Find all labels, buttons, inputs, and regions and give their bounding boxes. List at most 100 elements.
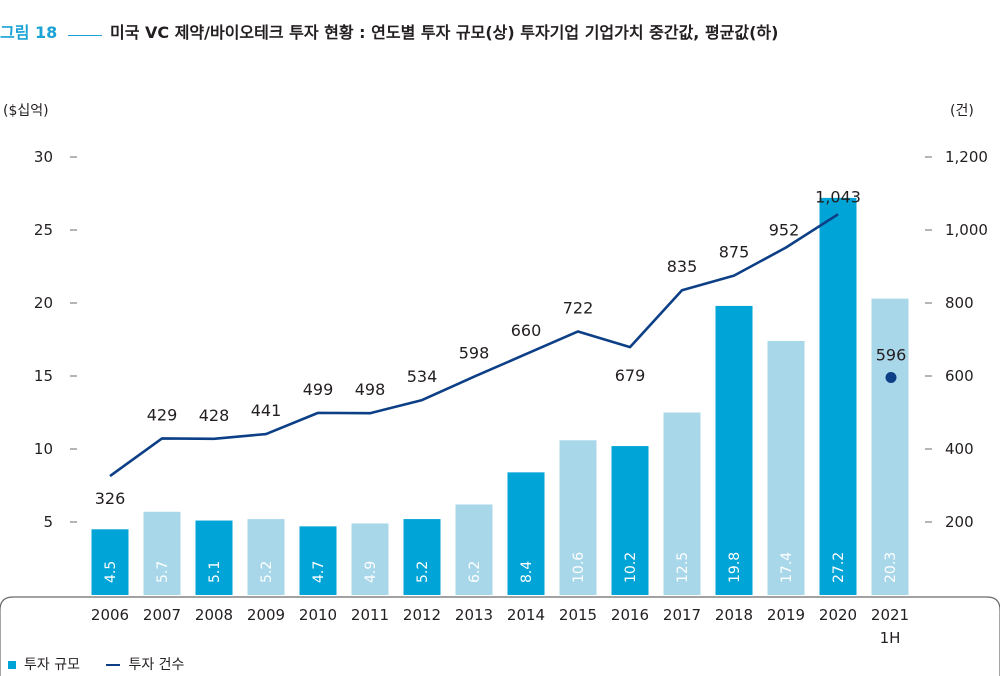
bar-value-label: 19.8 bbox=[727, 552, 743, 583]
line-point-2021-1h bbox=[885, 371, 897, 383]
line-value-label: 835 bbox=[667, 257, 698, 276]
line-value-label: 1,043 bbox=[815, 187, 861, 206]
y-tick-left-label: 30 bbox=[34, 148, 53, 166]
bar bbox=[663, 412, 701, 595]
bar bbox=[871, 298, 909, 595]
bar-value-labels: 4.5 5.7 5.1 5.2 4.7 4.9 5.2 6.2 8.4 10.6 10.2 12.5 1… bbox=[103, 552, 899, 583]
bar-value-label: 27.2 bbox=[831, 552, 847, 583]
line-value-label: 722 bbox=[563, 298, 594, 317]
x-tick-label: 2006 bbox=[91, 606, 129, 624]
line-value-label: 534 bbox=[407, 367, 438, 386]
bar-value-label: 8.4 bbox=[519, 561, 535, 583]
bar bbox=[247, 519, 285, 595]
x-tick-label: 2011 bbox=[351, 606, 389, 624]
figure-number: 그림 18 bbox=[0, 23, 58, 42]
x-tick-label: 2010 bbox=[299, 606, 337, 624]
x-tick-label: 2009 bbox=[247, 606, 285, 624]
x-tick-label: 2015 bbox=[559, 606, 597, 624]
y-axis-left: 5 10 15 20 25 30 bbox=[34, 148, 77, 531]
legend-swatch-line bbox=[106, 664, 121, 666]
y-tick-right-label: 800 bbox=[945, 294, 974, 312]
line-path bbox=[109, 213, 839, 478]
y-tick-left-label: 15 bbox=[34, 367, 53, 385]
x-tick-label: 2020 bbox=[819, 606, 857, 624]
bottom-frame bbox=[0, 596, 1000, 676]
bar bbox=[819, 197, 857, 595]
line-value-label: 660 bbox=[511, 321, 542, 340]
x-tick-label: 1H bbox=[880, 629, 901, 647]
x-tick-label: 2017 bbox=[663, 606, 701, 624]
bar bbox=[403, 519, 441, 595]
bar-value-label: 17.4 bbox=[779, 552, 795, 583]
line-value-label: 598 bbox=[459, 344, 490, 363]
line-value-label: 326 bbox=[95, 489, 126, 508]
legend-label-line: 투자 건수 bbox=[128, 657, 185, 673]
bar bbox=[143, 511, 181, 595]
y-tick-right-label: 600 bbox=[945, 367, 974, 385]
x-tick-label: 2007 bbox=[143, 606, 181, 624]
bar-value-label: 6.2 bbox=[467, 561, 483, 583]
bar bbox=[455, 504, 493, 595]
y-tick-left-label: 10 bbox=[34, 440, 53, 458]
bar bbox=[507, 472, 545, 595]
bar bbox=[351, 523, 389, 595]
figure-rule bbox=[68, 35, 102, 36]
line-value-label-2021-1h: 596 bbox=[876, 345, 907, 364]
chart-title: 미국 VC 제약/바이오테크 투자 현황 : 연도별 투자 규모(상) 투자기업… bbox=[110, 23, 779, 42]
bar-value-label: 4.7 bbox=[311, 561, 327, 583]
bar-value-label: 12.5 bbox=[675, 552, 691, 583]
y-tick-right-label: 1,000 bbox=[945, 221, 988, 239]
bar-series bbox=[91, 197, 909, 595]
line-value-label: 952 bbox=[769, 221, 800, 240]
bar-value-label: 5.2 bbox=[415, 561, 431, 583]
x-tick-label: 2021 bbox=[871, 606, 909, 624]
bar-value-label: 20.3 bbox=[883, 552, 899, 583]
bar-value-label: 5.2 bbox=[259, 561, 275, 583]
legend-item-bar: 투자 규모 bbox=[8, 654, 80, 674]
bar bbox=[767, 340, 805, 595]
line-value-label: 875 bbox=[719, 243, 750, 262]
x-tick-label: 2014 bbox=[507, 606, 545, 624]
x-tick-label: 2013 bbox=[455, 606, 493, 624]
bar-value-label: 10.6 bbox=[571, 552, 587, 583]
y-tick-right-label: 400 bbox=[945, 440, 974, 458]
y-axis-right-unit: (건) bbox=[950, 103, 974, 119]
x-tick-label: 2016 bbox=[611, 606, 649, 624]
line-series bbox=[109, 213, 897, 478]
bar-value-label: 5.1 bbox=[207, 561, 223, 583]
legend-label-bar: 투자 규모 bbox=[24, 657, 80, 673]
x-tick-label: 2008 bbox=[195, 606, 233, 624]
line-value-label: 499 bbox=[303, 380, 334, 399]
bar-value-label: 10.2 bbox=[623, 552, 639, 583]
x-tick-label: 2018 bbox=[715, 606, 753, 624]
bar-value-label: 5.7 bbox=[155, 561, 171, 583]
legend-item-line: 투자 건수 bbox=[106, 654, 184, 674]
line-value-label: 429 bbox=[147, 405, 178, 424]
y-axis-left-unit: ($십억) bbox=[3, 103, 49, 119]
figure-header: 그림 18 미국 VC 제약/바이오테크 투자 현황 : 연도별 투자 규모(상… bbox=[0, 17, 1000, 45]
y-tick-right-label: 200 bbox=[945, 513, 974, 531]
line-value-label: 428 bbox=[199, 406, 230, 425]
x-tick-label: 2019 bbox=[767, 606, 805, 624]
bar-value-label: 4.9 bbox=[363, 561, 379, 583]
bar bbox=[611, 446, 649, 595]
bar bbox=[91, 529, 129, 595]
y-tick-left-label: 5 bbox=[43, 513, 53, 531]
y-axis-right: 200 400 600 800 1,000 1,200 bbox=[925, 148, 988, 531]
legend-swatch-bar bbox=[8, 661, 16, 669]
y-tick-left-label: 25 bbox=[34, 221, 53, 239]
line-value-label: 441 bbox=[251, 401, 282, 420]
bar bbox=[715, 305, 753, 595]
x-axis: 2006 2007 2008 2009 2010 2011 2012 2013 2014 2015… bbox=[91, 606, 909, 647]
bar bbox=[559, 440, 597, 595]
bar bbox=[299, 526, 337, 595]
y-tick-left-label: 20 bbox=[34, 294, 53, 312]
x-tick-label: 2012 bbox=[403, 606, 441, 624]
legend: 투자 규모 투자 건수 bbox=[8, 654, 206, 674]
line-value-label: 679 bbox=[615, 366, 646, 385]
bar-value-label: 4.5 bbox=[103, 561, 119, 583]
line-value-labels: 326 429 428 441 499 498 534 598 660 722 679 835 875 9… bbox=[95, 187, 907, 508]
line-value-label: 498 bbox=[355, 380, 386, 399]
y-tick-right-label: 1,200 bbox=[945, 148, 988, 166]
